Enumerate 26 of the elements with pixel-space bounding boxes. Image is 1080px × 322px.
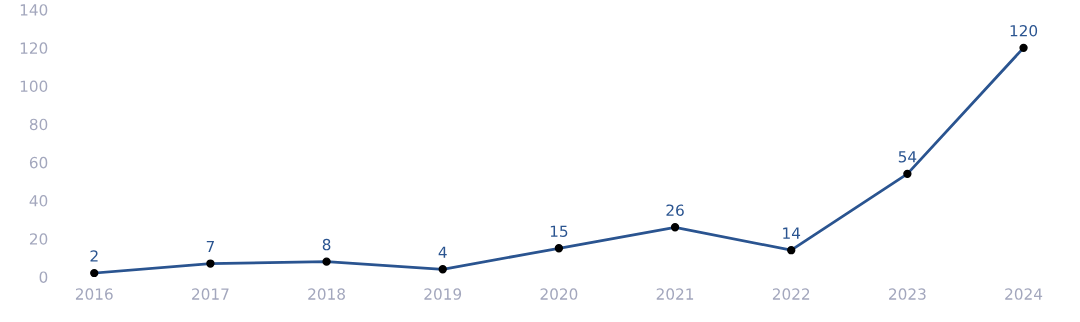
x-tick-label: 2020: [540, 288, 578, 300]
x-tick-label: 2017: [192, 288, 229, 300]
y-tick-label: 140: [20, 4, 48, 16]
data-label: 7: [206, 240, 214, 253]
x-tick-label: 2018: [308, 288, 345, 300]
y-tick-label: 80: [29, 118, 48, 131]
x-tick-label: 2016: [75, 288, 113, 300]
y-tick-label: 120: [20, 42, 48, 54]
y-tick-label: 100: [20, 80, 48, 93]
y-tick-label: 0: [39, 271, 48, 283]
data-label: 2: [90, 250, 98, 262]
x-tick-label: 2024: [1005, 288, 1043, 300]
data-label: 4: [438, 246, 447, 258]
y-tick-label: 60: [29, 156, 48, 169]
x-tick-label: 2023: [889, 288, 926, 300]
x-tick-label: 2021: [656, 288, 694, 300]
data-label: 120: [1010, 24, 1038, 37]
data-label: 8: [322, 238, 331, 251]
x-tick-label: 2019: [424, 288, 462, 300]
data-label: 26: [666, 204, 684, 216]
data-label: 14: [783, 227, 801, 239]
y-tick-label: 20: [29, 233, 48, 245]
data-label: 54: [898, 151, 917, 163]
x-tick-label: 2022: [772, 288, 810, 300]
y-tick-label: 40: [29, 195, 48, 207]
data-label: 15: [550, 225, 568, 237]
